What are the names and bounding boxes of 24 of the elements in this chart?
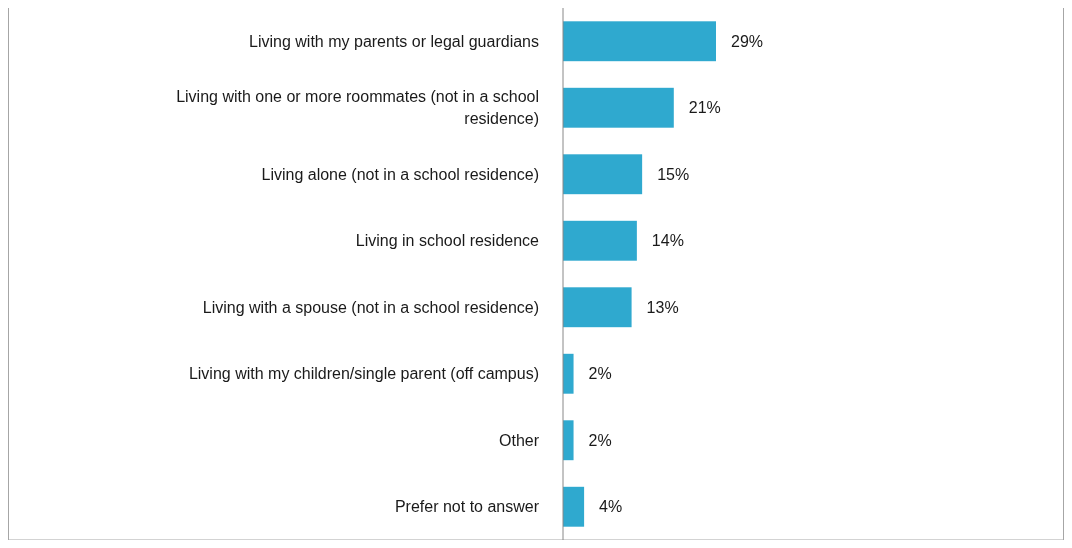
bar — [563, 154, 643, 195]
y-tick-label: Living with my parents or legal guardians — [249, 32, 539, 50]
y-tick-label: Other — [498, 431, 540, 449]
bar — [563, 220, 637, 261]
data-label: 21% — [688, 99, 721, 117]
bar — [563, 87, 674, 128]
y-tick-label: Living with one or more roommates (not in a school residence) — [176, 88, 539, 128]
y-tick-label: Prefer not to answer — [394, 498, 540, 516]
data-label: 14% — [651, 232, 684, 250]
y-tick-label: Living alone (not in a school residence) — [261, 165, 539, 183]
bar — [563, 287, 632, 328]
data-label: 29% — [731, 32, 764, 50]
data-label: 15% — [657, 165, 690, 183]
data-label: 4% — [599, 498, 623, 516]
bar — [563, 353, 574, 394]
data-label: 13% — [646, 298, 679, 316]
data-label: 2% — [588, 431, 612, 449]
bar — [563, 486, 585, 527]
y-tick-label: Living with a spouse (not in a school residence) — [202, 298, 539, 316]
bar — [563, 420, 574, 461]
y-tick-label: Living in school residence — [355, 232, 540, 250]
bar — [563, 21, 716, 62]
data-label: 2% — [588, 365, 612, 383]
y-tick-label: Living with my children/single parent (off campus) — [188, 365, 539, 383]
